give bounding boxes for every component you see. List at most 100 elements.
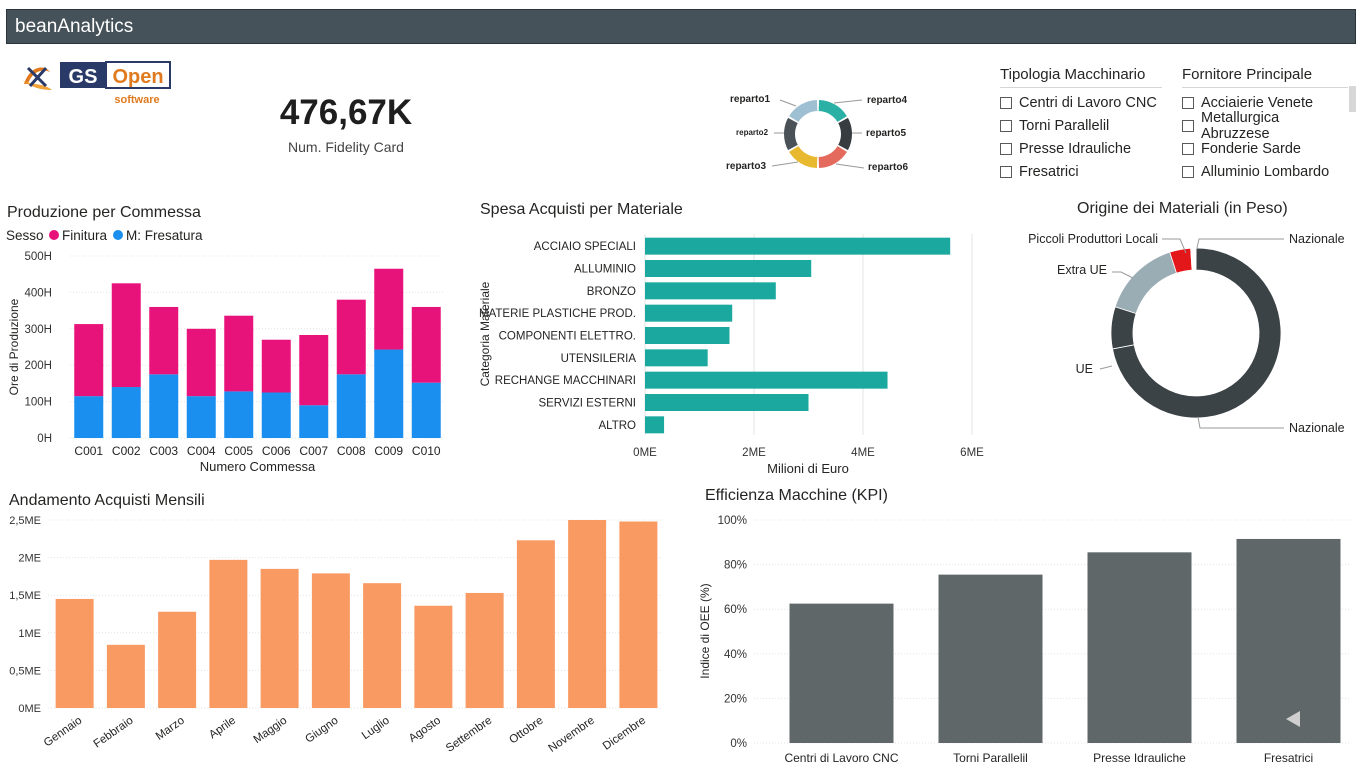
slicer-item-label: Acciaierie Venete xyxy=(1201,94,1314,111)
y-tick-label: MATERIE PLASTICHE PROD. xyxy=(479,308,636,320)
reparto-label: reparto1 xyxy=(730,94,770,105)
chart-efficienza[interactable]: 0% 20% 40% 60% 80% 100% Centri di Lavoro CNC To… xyxy=(690,508,1363,768)
bar-fresatura xyxy=(299,405,329,438)
bar-month xyxy=(260,568,299,708)
reparto-leader-line xyxy=(835,163,865,169)
y-tick-label: 20% xyxy=(724,693,747,705)
checkbox[interactable] xyxy=(1000,142,1012,155)
bar-fresatura xyxy=(186,396,216,438)
y-tick-label: ACCIAIO SPECIALI xyxy=(534,241,636,253)
slicer-item-label: Metallurgica Abruzzese xyxy=(1201,109,1280,142)
bar-month xyxy=(209,559,248,708)
slicer-item-presse[interactable]: Presse Idrauliche xyxy=(1000,137,1162,160)
x-tick-label: C010 xyxy=(412,444,441,458)
slicer-item-label: Fresatrici xyxy=(1019,163,1079,180)
bar-material xyxy=(645,260,812,277)
slicer-tipologia-title: Tipologia Macchinario xyxy=(1000,66,1162,88)
x-tick-label: Marzo xyxy=(154,715,187,743)
x-tick-label: Novembre xyxy=(546,715,596,755)
x-tick-label: Torni Parallelil xyxy=(953,751,1028,765)
bar-fresatura xyxy=(336,374,366,438)
slicer-item-fonderie[interactable]: Fonderie Sarde xyxy=(1182,137,1348,160)
checkbox[interactable] xyxy=(1182,165,1194,178)
bar-finitura xyxy=(261,339,291,393)
x-axis-label: Milioni di Euro xyxy=(767,461,849,476)
chart-acquisti[interactable]: 0ME 0,5ME 1ME 1,5ME 2ME 2,5ME Gennaio Febbraio M… xyxy=(0,510,680,768)
chart-produzione[interactable]: Sesso Finitura M: Fresatura 0H 100H 200H 300H 4… xyxy=(0,224,460,480)
slice-label: Nazionale xyxy=(1289,232,1345,246)
chart-spesa[interactable]: 0ME 2ME 4ME 6ME ACCIAIO SPECIALI ALLUMINIO BRO… xyxy=(470,224,1000,480)
bar-finitura xyxy=(111,283,141,388)
slicer-item-label: Presse Idrauliche xyxy=(1019,140,1132,157)
y-tick-label: ALLUMINIO xyxy=(574,264,636,276)
checkbox[interactable] xyxy=(1182,142,1194,155)
checkbox[interactable] xyxy=(1000,119,1012,132)
y-tick-label: COMPONENTI ELETTRO. xyxy=(499,331,636,343)
slice-label: Piccoli Produttori Locali xyxy=(1028,232,1158,246)
reparto-slice-reparto1 xyxy=(789,100,818,122)
slicer-item-acciaierie[interactable]: Acciaierie Venete xyxy=(1182,91,1348,114)
x-tick-label: C002 xyxy=(112,444,141,458)
x-tick-label: C004 xyxy=(187,444,216,458)
logo-brand-a: GS xyxy=(69,66,98,88)
x-tick-label: Presse Idrauliche xyxy=(1093,751,1186,765)
bar-finitura xyxy=(186,328,216,397)
slicer-item-centri-lavoro[interactable]: Centri di Lavoro CNC xyxy=(1000,91,1162,114)
reparto-leader-line xyxy=(779,99,797,107)
y-tick-label: UTENSILERIA xyxy=(561,353,637,365)
checkbox[interactable] xyxy=(1182,119,1194,132)
y-tick-label: 2ME xyxy=(18,553,41,565)
bar-finitura xyxy=(374,268,404,350)
slice-label: UE xyxy=(1076,362,1093,376)
legend-dot-finitura xyxy=(49,230,59,240)
bar-month xyxy=(516,540,555,708)
bar-month xyxy=(158,611,197,708)
slicer-scrollbar[interactable] xyxy=(1349,86,1356,112)
reparto-donut-chart[interactable]: reparto1 reparto2 reparto3 reparto4 reparto5… xyxy=(720,86,930,182)
slicer-item-fresatrici[interactable]: Fresatrici xyxy=(1000,160,1162,183)
bar-finitura xyxy=(149,306,179,375)
bar-month xyxy=(414,605,453,708)
bar-fresatura xyxy=(111,387,141,438)
gs-open-logo: GS Open software xyxy=(20,60,180,110)
y-tick-label: 60% xyxy=(724,604,747,616)
bar-material xyxy=(645,416,665,434)
y-tick-label: SERVIZI ESTERNI xyxy=(538,398,636,410)
checkbox[interactable] xyxy=(1000,96,1012,109)
legend-label-fresatura: M: Fresatura xyxy=(126,228,203,243)
bar-material xyxy=(645,349,708,367)
y-axis-label: Ore di Produzione xyxy=(7,298,21,395)
x-tick-label: C009 xyxy=(374,444,403,458)
bar-month xyxy=(106,644,145,708)
slicer-item-label: Centri di Lavoro CNC xyxy=(1019,94,1157,111)
chart-origine[interactable]: Nazionale UE Extra UE Piccoli Produttori Lo… xyxy=(1020,222,1363,444)
x-tick-label: 6ME xyxy=(960,447,984,459)
bar-finitura xyxy=(411,306,441,383)
y-tick-label: 300H xyxy=(25,324,53,336)
donut-slice xyxy=(1114,251,1178,315)
slicer-fornitore-title: Fornitore Principale xyxy=(1182,66,1348,88)
leader-line xyxy=(1099,365,1113,370)
bar-finitura xyxy=(74,324,104,397)
x-tick-label: Settembre xyxy=(444,715,494,755)
x-tick-label: Ottobre xyxy=(507,715,545,747)
slice-label: Nazionale xyxy=(1289,421,1345,435)
bar-material xyxy=(645,237,951,255)
reparto-slice-reparto2 xyxy=(784,117,798,151)
chart-efficienza-title: Efficienza Macchine (KPI) xyxy=(705,487,888,504)
slicer-item-torni[interactable]: Torni Parallelil xyxy=(1000,114,1162,137)
y-tick-label: 1,5ME xyxy=(9,590,41,602)
slicer-item-alluminio[interactable]: Alluminio Lombardo xyxy=(1182,160,1348,183)
checkbox[interactable] xyxy=(1000,165,1012,178)
checkbox[interactable] xyxy=(1182,96,1194,109)
y-tick-label: 1ME xyxy=(18,628,41,640)
slicer-item-metallurgica[interactable]: Metallurgica Abruzzese xyxy=(1182,110,1348,142)
reparto-label: reparto3 xyxy=(726,161,766,172)
y-tick-label: ALTRO xyxy=(599,420,637,432)
slicer-item-label: Torni Parallelil xyxy=(1019,117,1110,134)
chart-produzione-title: Produzione per Commessa xyxy=(7,204,201,221)
y-tick-label: 100H xyxy=(25,397,53,409)
reparto-leader-line xyxy=(833,99,863,104)
reparto-label: reparto5 xyxy=(866,128,906,139)
y-tick-label: 40% xyxy=(724,649,747,661)
